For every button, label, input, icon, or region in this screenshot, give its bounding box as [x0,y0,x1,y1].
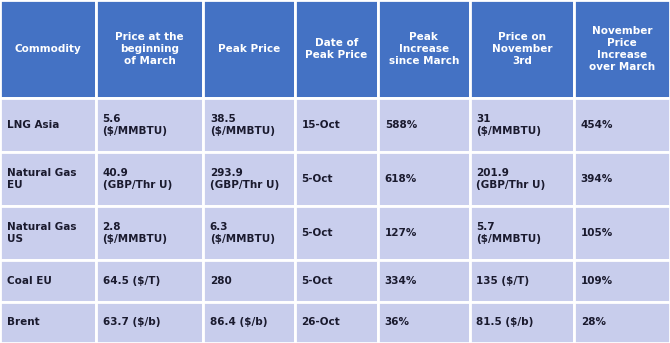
Bar [378,152,470,206]
Bar [295,0,378,98]
Text: 81.5 ($/b): 81.5 ($/b) [476,317,534,328]
Bar [295,260,378,302]
Bar [470,260,574,302]
Text: 38.5
($/MMBTU): 38.5 ($/MMBTU) [210,114,275,136]
Bar [378,0,470,98]
Text: November
Price
Increase
over March: November Price Increase over March [589,26,655,72]
Text: 280: 280 [210,276,232,286]
Text: 63.7 ($/b): 63.7 ($/b) [103,317,160,328]
Bar [96,260,203,302]
Text: 334%: 334% [385,276,417,286]
Bar [96,152,203,206]
Bar [96,0,203,98]
Bar [203,0,295,98]
Text: 5-Oct: 5-Oct [302,276,333,286]
Text: 64.5 ($/T): 64.5 ($/T) [103,276,160,286]
Bar [470,302,574,343]
Text: Natural Gas
US: Natural Gas US [7,222,76,244]
Bar [96,98,203,152]
Text: Coal EU: Coal EU [7,276,52,286]
Text: 293.9
(GBP/Thr U): 293.9 (GBP/Thr U) [210,168,279,190]
Bar [0,206,96,260]
Text: 6.3
($/MMBTU): 6.3 ($/MMBTU) [210,222,275,244]
Text: 394%: 394% [581,174,613,184]
Bar [203,206,295,260]
Text: 86.4 ($/b): 86.4 ($/b) [210,317,267,328]
Text: Peak
Increase
since March: Peak Increase since March [389,32,459,66]
Bar [378,260,470,302]
Bar [295,98,378,152]
Text: 618%: 618% [385,174,417,184]
Bar [378,206,470,260]
Bar [203,260,295,302]
Text: 15-Oct: 15-Oct [302,120,340,130]
Text: 26-Oct: 26-Oct [302,317,340,328]
Bar [0,98,96,152]
Bar [574,98,670,152]
Text: 588%: 588% [385,120,417,130]
Text: LNG Asia: LNG Asia [7,120,59,130]
Text: 2.8
($/MMBTU): 2.8 ($/MMBTU) [103,222,168,244]
Bar [203,302,295,343]
Bar [0,152,96,206]
Bar [295,302,378,343]
Text: Natural Gas
EU: Natural Gas EU [7,168,76,190]
Text: 109%: 109% [581,276,613,286]
Text: 135 ($/T): 135 ($/T) [476,276,529,286]
Text: 127%: 127% [385,228,417,238]
Bar [470,0,574,98]
Bar [574,152,670,206]
Text: 36%: 36% [385,317,410,328]
Text: Price on
November
3rd: Price on November 3rd [492,32,552,66]
Text: 5.6
($/MMBTU): 5.6 ($/MMBTU) [103,114,168,136]
Bar [0,0,96,98]
Text: Price at the
beginning
of March: Price at the beginning of March [115,32,184,66]
Text: Commodity: Commodity [15,44,81,54]
Bar [470,152,574,206]
Bar [96,302,203,343]
Bar [0,260,96,302]
Text: 31
($/MMBTU): 31 ($/MMBTU) [476,114,541,136]
Bar [295,152,378,206]
Bar [574,0,670,98]
Bar [574,260,670,302]
Bar [378,302,470,343]
Text: 454%: 454% [581,120,613,130]
Bar [574,302,670,343]
Text: Date of
Peak Price: Date of Peak Price [306,38,368,60]
Text: Peak Price: Peak Price [218,44,280,54]
Bar [96,206,203,260]
Bar [470,98,574,152]
Text: 5-Oct: 5-Oct [302,174,333,184]
Text: 105%: 105% [581,228,613,238]
Bar [203,152,295,206]
Bar [0,302,96,343]
Text: 40.9
(GBP/Thr U): 40.9 (GBP/Thr U) [103,168,172,190]
Bar [203,98,295,152]
Bar [378,98,470,152]
Text: 28%: 28% [581,317,606,328]
Bar [470,206,574,260]
Bar [295,206,378,260]
Text: Brent: Brent [7,317,40,328]
Bar [574,206,670,260]
Text: 201.9
(GBP/Thr U): 201.9 (GBP/Thr U) [476,168,545,190]
Text: 5-Oct: 5-Oct [302,228,333,238]
Text: 5.7
($/MMBTU): 5.7 ($/MMBTU) [476,222,541,244]
